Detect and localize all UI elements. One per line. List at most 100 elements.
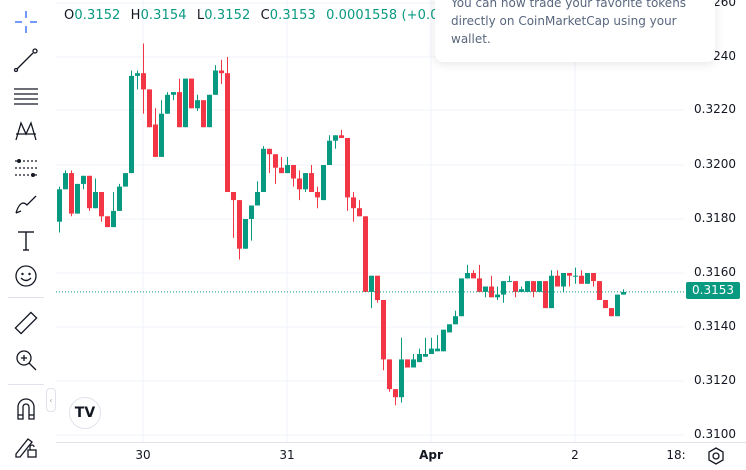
ruler-icon[interactable] [11, 308, 41, 338]
candle-body [423, 354, 428, 357]
candle-body [405, 359, 410, 368]
candle-body [111, 210, 116, 228]
candle-body [279, 167, 284, 174]
fib-retracement-icon[interactable] [11, 81, 41, 111]
low-value: 0.3152 [204, 8, 251, 23]
candle-body [171, 92, 176, 95]
candle-body [207, 94, 212, 128]
candle-body [105, 216, 110, 228]
price-axis-label: 0.3260 [694, 0, 736, 9]
pattern-icon[interactable] [11, 116, 41, 146]
candle-body [417, 354, 422, 363]
popup-text-line: You can now trade your favorite tokens [451, 0, 687, 10]
magnet-icon[interactable] [11, 394, 41, 424]
settings-gear-icon[interactable] [706, 446, 726, 466]
candle-body [603, 300, 608, 309]
info-popup: You can now trade your favorite tokens d… [435, 0, 715, 62]
prediction-icon[interactable] [11, 153, 41, 183]
toolbar-divider [8, 384, 44, 385]
candle-body [195, 100, 200, 109]
candle-body [621, 291, 626, 295]
candle-body [375, 275, 380, 300]
candle-body [501, 281, 506, 295]
candle-body [159, 113, 164, 157]
candle-body [177, 92, 182, 128]
candle-body [369, 275, 374, 292]
candle-body [153, 124, 158, 157]
candle-body [471, 273, 476, 279]
high-label: H [130, 8, 141, 23]
collapse-toolbar-handle[interactable]: ‹ [46, 388, 56, 412]
price-axis-label: 0.3180 [694, 211, 736, 225]
candle-body [447, 324, 452, 333]
candle-body [183, 78, 188, 128]
emoji-icon[interactable] [11, 261, 41, 291]
candle-body [429, 348, 434, 354]
close-label: C [260, 8, 270, 23]
crosshair-icon[interactable] [11, 7, 41, 37]
trend-line-icon[interactable] [11, 45, 41, 75]
price-axis-label: 0.3140 [694, 319, 736, 333]
candle-body [261, 148, 266, 192]
candle-body [525, 281, 530, 292]
candle-body [507, 281, 512, 283]
candle-body [303, 173, 308, 190]
candle-body [57, 189, 62, 222]
candle-body [357, 208, 362, 217]
candle-body [267, 148, 272, 155]
zoom-in-icon[interactable] [11, 345, 41, 375]
candle-body [537, 281, 542, 292]
candle-body [339, 135, 344, 138]
time-axis-label: 2 [571, 448, 579, 462]
candle-body [225, 73, 230, 192]
candle-body [99, 192, 104, 217]
candle-body [309, 173, 314, 192]
drawing-toolbar: ‹ [0, 0, 56, 470]
candle-body [345, 138, 350, 198]
candle-body [477, 278, 482, 292]
candle-body [579, 275, 584, 284]
price-axis-label: 0.3100 [694, 427, 736, 441]
candle-body [465, 273, 470, 279]
brush-icon[interactable] [11, 189, 41, 219]
candle-body [393, 389, 398, 398]
candle-body [273, 154, 278, 168]
candle-body [327, 140, 332, 165]
time-axis-label: 18: [666, 448, 686, 462]
tradingview-logo[interactable]: TV [69, 397, 101, 429]
candle-body [165, 94, 170, 114]
candle-body [495, 294, 500, 298]
candle-body [291, 165, 296, 179]
candle-body [615, 294, 620, 317]
candle-body [567, 273, 572, 276]
candle-body [231, 192, 236, 201]
candle-body [189, 78, 194, 109]
candle-body [513, 281, 518, 292]
candle-body [237, 200, 242, 249]
candle-body [147, 89, 152, 128]
low-label: L [196, 8, 205, 23]
candle-body [135, 73, 140, 76]
current-price-label: 0.3153 [686, 282, 740, 299]
candle-body [117, 186, 122, 211]
high-value: 0.3154 [140, 8, 187, 23]
change-value: 0.0001558 (+0.05% [326, 8, 460, 23]
candle-body [531, 281, 536, 292]
candle-body [255, 192, 260, 206]
popup-text-line: wallet. [451, 32, 491, 46]
lock-drawings-icon[interactable] [11, 431, 41, 461]
open-label: O [64, 8, 75, 23]
candle-body [219, 70, 224, 74]
candle-body [315, 192, 320, 198]
candle-body [597, 281, 602, 300]
candle-body [141, 73, 146, 90]
candle-body [249, 205, 254, 219]
candle-body [555, 275, 560, 287]
candle-body [435, 348, 440, 352]
text-icon[interactable] [11, 225, 41, 255]
candle-body [129, 75, 134, 174]
candle-body [81, 175, 86, 184]
candle-body [453, 316, 458, 325]
toolbar-divider [8, 297, 44, 298]
